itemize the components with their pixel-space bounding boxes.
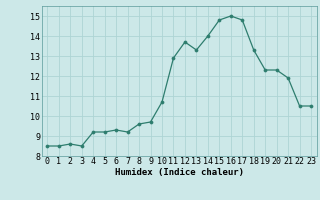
X-axis label: Humidex (Indice chaleur): Humidex (Indice chaleur) <box>115 168 244 177</box>
